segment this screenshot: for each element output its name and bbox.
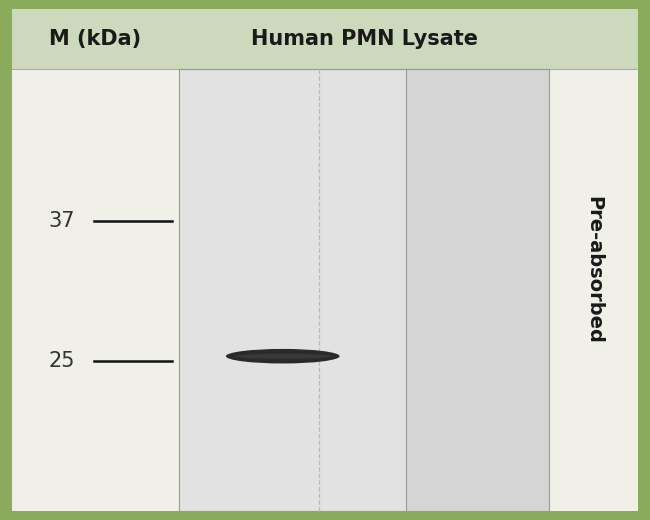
Text: 25: 25: [48, 352, 75, 371]
Text: 37: 37: [48, 211, 75, 231]
Text: M (kDa): M (kDa): [49, 29, 141, 49]
Text: Human PMN Lysate: Human PMN Lysate: [250, 29, 478, 49]
Text: Pre-absorbed: Pre-absorbed: [584, 197, 603, 344]
Ellipse shape: [235, 354, 331, 359]
Bar: [12, 9, 638, 69]
Bar: [406, 69, 549, 511]
Bar: [179, 69, 406, 511]
Ellipse shape: [226, 349, 339, 363]
